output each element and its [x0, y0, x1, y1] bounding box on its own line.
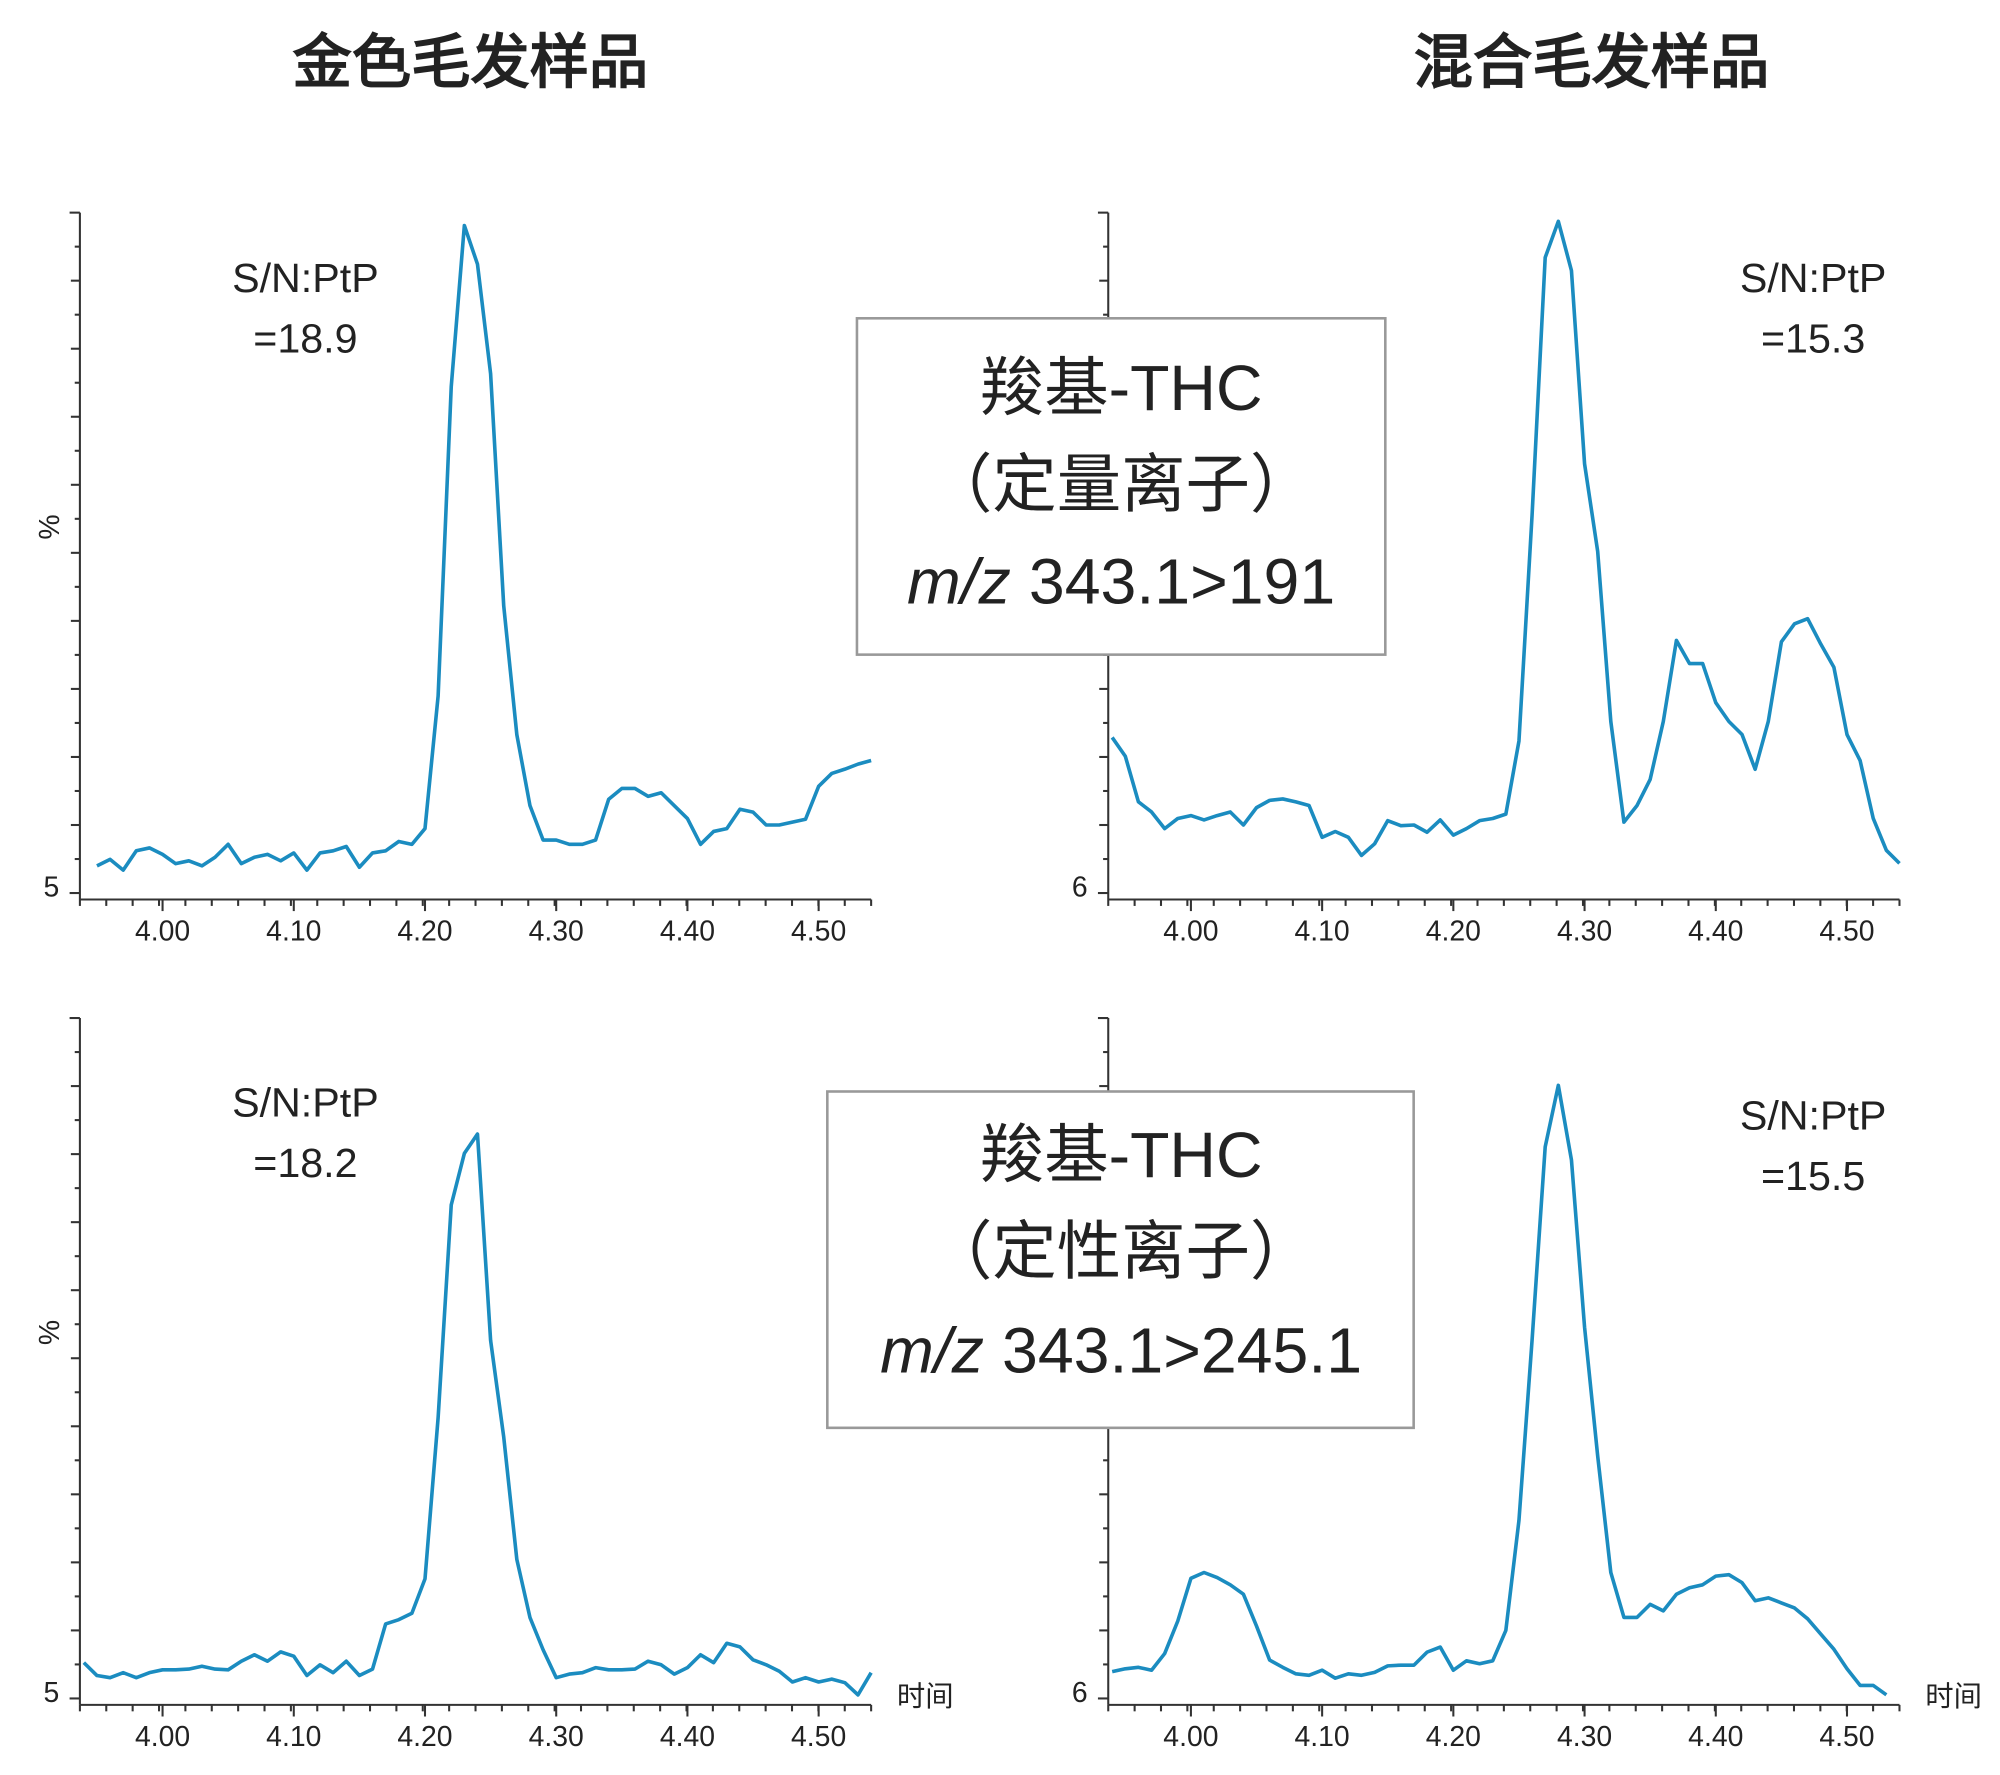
trace [1111, 1083, 1888, 1697]
y-tick-label: 5 [44, 1677, 60, 1709]
label-box [855, 317, 1387, 656]
x-tick-label: 4.30 [1557, 915, 1612, 947]
box-mz: m/z 343.1>191 [907, 545, 1335, 617]
x-tick-label: 4.10 [1295, 1721, 1350, 1753]
x-tick-label: 4.20 [397, 1721, 452, 1753]
x-tick-label: 4.50 [1819, 915, 1874, 947]
box-mz: m/z 343.1>245.1 [880, 1315, 1362, 1387]
x-tick-label: 4.40 [1688, 1721, 1743, 1753]
mz-prefix: m/z [880, 1315, 984, 1387]
x-tick-label: 4.30 [1557, 1721, 1612, 1753]
box-name: 羧基-THC [980, 1119, 1263, 1191]
column-title: 金色毛发样品 [292, 29, 649, 96]
x-tick-label: 4.20 [397, 915, 452, 947]
column-title: 混合毛发样品 [1414, 29, 1770, 96]
box-ion: （定性离子） [928, 1215, 1315, 1287]
y-tick-label: 5 [44, 872, 60, 904]
annotation: =15.3 [1761, 315, 1865, 361]
x-tick-label: 4.00 [135, 1721, 190, 1753]
x-tick-label: 4.30 [529, 915, 584, 947]
mz-value: 343.1>245.1 [1002, 1315, 1362, 1387]
trace [82, 1132, 873, 1697]
mz-value: 343.1>191 [1029, 545, 1335, 617]
x-axis-label: 时间 [897, 1681, 954, 1713]
y-tick-label: 6 [1072, 1677, 1088, 1709]
x-tick-label: 4.00 [1163, 915, 1218, 947]
x-tick-label: 4.00 [1163, 1721, 1218, 1753]
x-tick-label: 4.20 [1426, 1721, 1481, 1753]
x-tick-label: 4.10 [266, 915, 321, 947]
box-name: 羧基-THC [980, 352, 1263, 424]
annotation: =18.9 [253, 315, 357, 361]
x-tick-label: 4.50 [1819, 1721, 1874, 1753]
annotation: =15.5 [1761, 1153, 1865, 1199]
trace [1110, 219, 1901, 865]
label-boxes: 羧基-THC （定量离子） m/z 343.1>191 羧基-THC （定性离子）… [826, 317, 1415, 1430]
label-box [826, 1090, 1415, 1430]
x-tick-label: 4.40 [660, 915, 715, 947]
x-tick-label: 4.10 [1295, 915, 1350, 947]
y-tick-label: 6 [1072, 872, 1088, 904]
trace [96, 223, 872, 872]
annotation: S/N:PtP [1740, 1092, 1887, 1138]
x-tick-label: 4.30 [529, 1721, 584, 1753]
annotation: =18.2 [253, 1140, 357, 1186]
mz-prefix: m/z [907, 545, 1011, 617]
x-tick-label: 4.20 [1426, 915, 1481, 947]
y-axis-label: % [34, 514, 66, 539]
x-tick-label: 4.50 [791, 915, 846, 947]
annotation: S/N:PtP [1740, 255, 1887, 301]
y-axis-label: % [34, 1320, 66, 1345]
x-tick-label: 4.00 [135, 915, 190, 947]
x-tick-label: 4.40 [660, 1721, 715, 1753]
x-axis-label: 时间 [1925, 1681, 1982, 1713]
x-tick-label: 4.50 [791, 1721, 846, 1753]
annotation: S/N:PtP [232, 255, 379, 301]
annotation: S/N:PtP [232, 1080, 379, 1126]
x-tick-label: 4.40 [1688, 915, 1743, 947]
box-ion: （定量离子） [928, 449, 1315, 521]
x-tick-label: 4.10 [266, 1721, 321, 1753]
